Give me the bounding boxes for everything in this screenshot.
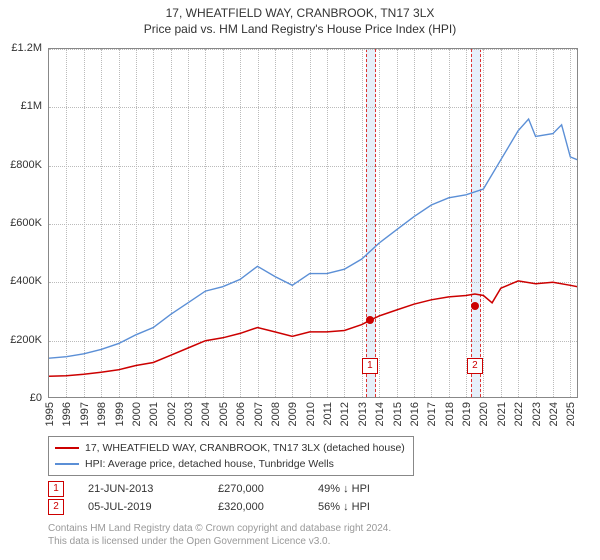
xtick-label: 2013 (357, 402, 369, 426)
legend-swatch-hpi (55, 463, 79, 465)
legend-label-property: 17, WHEATFIELD WAY, CRANBROOK, TN17 3LX … (85, 440, 405, 456)
event-price-1: £270,000 (218, 483, 318, 495)
xtick-label: 2018 (444, 402, 456, 426)
xtick-label: 2010 (305, 402, 317, 426)
series-hpi (49, 119, 577, 358)
xtick-label: 1998 (96, 402, 108, 426)
xtick-label: 2008 (270, 402, 282, 426)
event-marker: 2 (467, 358, 483, 374)
xtick-label: 2022 (513, 402, 525, 426)
xtick-label: 2000 (131, 402, 143, 426)
event-row-1: 1 21-JUN-2013 £270,000 49% ↓ HPI (48, 480, 418, 498)
ytick-label: £200K (0, 334, 42, 346)
xtick-label: 1997 (79, 402, 91, 426)
ytick-label: £1.2M (0, 42, 42, 54)
event-price-2: £320,000 (218, 501, 318, 513)
legend-label-hpi: HPI: Average price, detached house, Tunb… (85, 456, 334, 472)
legend-item-property: 17, WHEATFIELD WAY, CRANBROOK, TN17 3LX … (55, 440, 405, 456)
xtick-label: 2020 (478, 402, 490, 426)
footer-line2: This data is licensed under the Open Gov… (48, 535, 391, 548)
event-row-2: 2 05-JUL-2019 £320,000 56% ↓ HPI (48, 498, 418, 516)
legend: 17, WHEATFIELD WAY, CRANBROOK, TN17 3LX … (48, 436, 414, 476)
series-property (49, 281, 577, 376)
xtick-label: 2001 (148, 402, 160, 426)
xtick-label: 2007 (253, 402, 265, 426)
line-layer (49, 49, 578, 398)
xtick-label: 2012 (339, 402, 351, 426)
xtick-label: 2021 (496, 402, 508, 426)
xtick-label: 2014 (374, 402, 386, 426)
xtick-label: 2009 (287, 402, 299, 426)
event-dot (471, 302, 479, 310)
event-pct-2: 56% ↓ HPI (318, 501, 418, 513)
xtick-label: 2023 (531, 402, 543, 426)
event-marker: 1 (362, 358, 378, 374)
title-line2: Price paid vs. HM Land Registry's House … (0, 22, 600, 36)
xtick-label: 2005 (218, 402, 230, 426)
legend-swatch-property (55, 447, 79, 449)
footer-line1: Contains HM Land Registry data © Crown c… (48, 522, 391, 535)
ytick-label: £400K (0, 275, 42, 287)
xtick-label: 2011 (322, 402, 334, 426)
xtick-label: 1996 (61, 402, 73, 426)
ytick-label: £1M (0, 100, 42, 112)
chart-area: 12 £0£200K£400K£600K£800K£1M£1.2M1995199… (48, 48, 578, 398)
event-pct-1: 49% ↓ HPI (318, 483, 418, 495)
event-date-2: 05-JUL-2019 (88, 501, 218, 513)
xtick-label: 2002 (166, 402, 178, 426)
xtick-label: 2003 (183, 402, 195, 426)
xtick-label: 2016 (409, 402, 421, 426)
xtick-label: 2019 (461, 402, 473, 426)
title-line1: 17, WHEATFIELD WAY, CRANBROOK, TN17 3LX (0, 6, 600, 20)
ytick-label: £0 (0, 392, 42, 404)
xtick-label: 2015 (392, 402, 404, 426)
ytick-label: £800K (0, 159, 42, 171)
xtick-label: 2017 (426, 402, 438, 426)
ytick-label: £600K (0, 217, 42, 229)
chart-container: 17, WHEATFIELD WAY, CRANBROOK, TN17 3LX … (0, 0, 600, 560)
legend-item-hpi: HPI: Average price, detached house, Tunb… (55, 456, 405, 472)
event-num-1: 1 (48, 481, 64, 497)
event-num-2: 2 (48, 499, 64, 515)
footer: Contains HM Land Registry data © Crown c… (48, 522, 391, 548)
xtick-label: 2025 (565, 402, 577, 426)
event-dot (366, 316, 374, 324)
xtick-label: 1999 (114, 402, 126, 426)
title-block: 17, WHEATFIELD WAY, CRANBROOK, TN17 3LX … (0, 0, 600, 36)
xtick-label: 2024 (548, 402, 560, 426)
xtick-label: 1995 (44, 402, 56, 426)
plot-area: 12 (48, 48, 578, 398)
xtick-label: 2004 (200, 402, 212, 426)
xtick-label: 2006 (235, 402, 247, 426)
event-date-1: 21-JUN-2013 (88, 483, 218, 495)
events-table: 1 21-JUN-2013 £270,000 49% ↓ HPI 2 05-JU… (48, 480, 418, 516)
